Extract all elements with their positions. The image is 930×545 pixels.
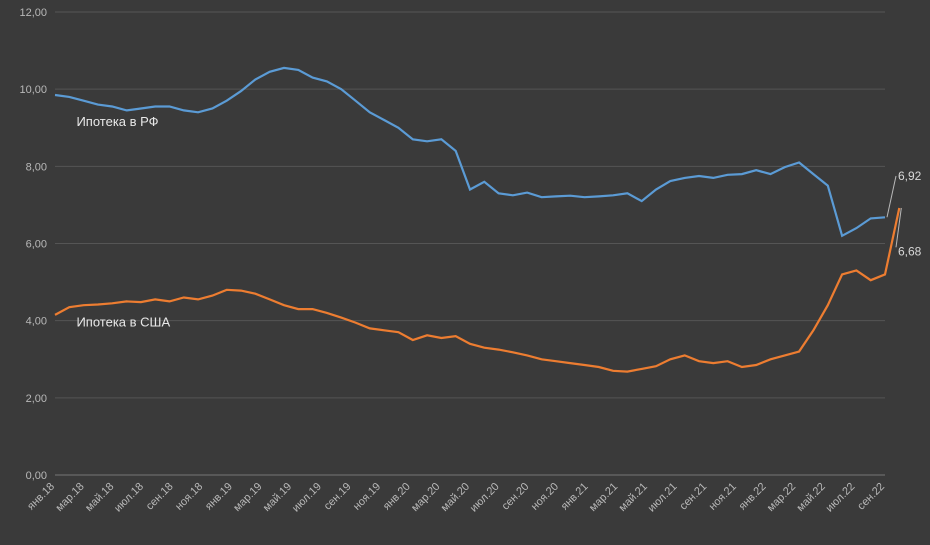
series-label-usa: Ипотека в США [76,314,170,329]
y-tick-label: 8,00 [26,161,47,173]
y-tick-label: 2,00 [26,393,47,405]
mortgage-rate-chart: 0,002,004,006,008,0010,0012,00янв.18мар.… [0,0,930,545]
y-tick-label: 12,00 [19,7,47,19]
chart-svg: 0,002,004,006,008,0010,0012,00янв.18мар.… [0,0,930,545]
y-tick-label: 4,00 [26,316,47,328]
series-label-rf: Ипотека в РФ [76,114,158,129]
y-tick-label: 0,00 [26,470,47,482]
y-tick-label: 10,00 [19,84,47,96]
end-label-rf: 6,92 [898,169,922,183]
y-tick-label: 6,00 [26,239,47,251]
end-label-usa: 6,68 [898,244,922,258]
